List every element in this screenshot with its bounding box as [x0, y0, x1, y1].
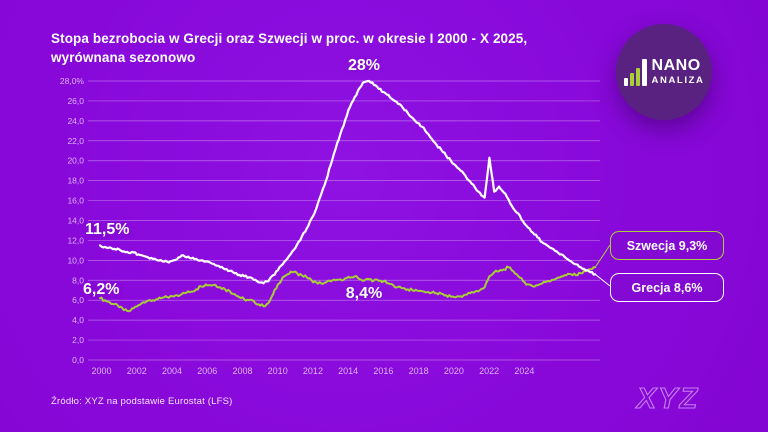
y-tick-label: 12,0 [67, 235, 84, 245]
bar-chart-icon [623, 58, 647, 86]
y-tick-label: 4,0 [72, 315, 84, 325]
y-tick-label: 20,0 [67, 156, 84, 166]
nano-analiza-logo: NANO ANALIZA [616, 24, 712, 120]
x-tick-label: 2022 [479, 366, 499, 376]
x-tick-label: 2020 [444, 366, 464, 376]
xyz-brand-text: XYZ [635, 383, 699, 415]
annotation-greece-peak: 28% [347, 57, 381, 74]
x-tick-label: 2024 [514, 366, 534, 376]
series-label-sweden: Szwecja 9,3% [610, 231, 724, 260]
y-tick-label: 6,0 [72, 295, 84, 305]
logo-wordmark: NANO ANALIZA [652, 58, 705, 86]
annotation-sweden-start: 6,2% [83, 281, 120, 298]
x-tick-label: 2010 [268, 366, 288, 376]
y-tick-label: 0,0 [72, 355, 84, 365]
source-note: Źródło: XYZ na podstawie Eurostat (LFS) [51, 396, 233, 407]
y-tick-label: 22,0 [67, 136, 84, 146]
x-tick-label: 2002 [127, 366, 147, 376]
x-tick-label: 2018 [409, 366, 429, 376]
chart-title-line1: Stopa bezrobocia w Grecji oraz Szwecji w… [51, 31, 528, 46]
x-tick-label: 2008 [232, 366, 252, 376]
x-tick-label: 2000 [91, 366, 111, 376]
x-tick-label: 2004 [162, 366, 182, 376]
logo-word-bottom: ANALIZA [651, 75, 705, 87]
y-tick-label: 28,0% [60, 76, 85, 86]
annotation-greece-start: 11,5% [85, 221, 130, 238]
xyz-brand-logo: XYZ [634, 382, 699, 415]
y-tick-label: 18,0 [67, 176, 84, 186]
sweden-label-connector [594, 244, 611, 268]
chart-title-line2: wyrównana sezonowo [51, 50, 196, 65]
nano-analiza-logo-inner: NANO ANALIZA [623, 58, 705, 86]
y-tick-label: 14,0 [67, 216, 84, 226]
x-tick-label: 2012 [303, 366, 323, 376]
annotation-sweden-mid: 8,4% [345, 285, 383, 302]
y-tick-label: 10,0 [67, 255, 84, 265]
x-tick-label: 2016 [373, 366, 393, 376]
x-tick-label: 2006 [197, 366, 217, 376]
logo-word-top: NANO [651, 57, 701, 75]
x-tick-label: 2014 [338, 366, 358, 376]
y-tick-label: 26,0 [67, 96, 84, 106]
y-tick-label: 8,0 [72, 275, 84, 285]
chart-title: Stopa bezrobocia w Grecji oraz Szwecji w… [51, 29, 611, 67]
greece-line [98, 79, 597, 285]
y-tick-label: 24,0 [67, 116, 84, 126]
sweden-line [99, 265, 597, 313]
greece-label-connector [594, 273, 611, 287]
y-tick-label: 2,0 [72, 335, 84, 345]
y-tick-label: 16,0 [67, 196, 84, 206]
series-label-greece: Grecja 8,6% [610, 273, 724, 302]
